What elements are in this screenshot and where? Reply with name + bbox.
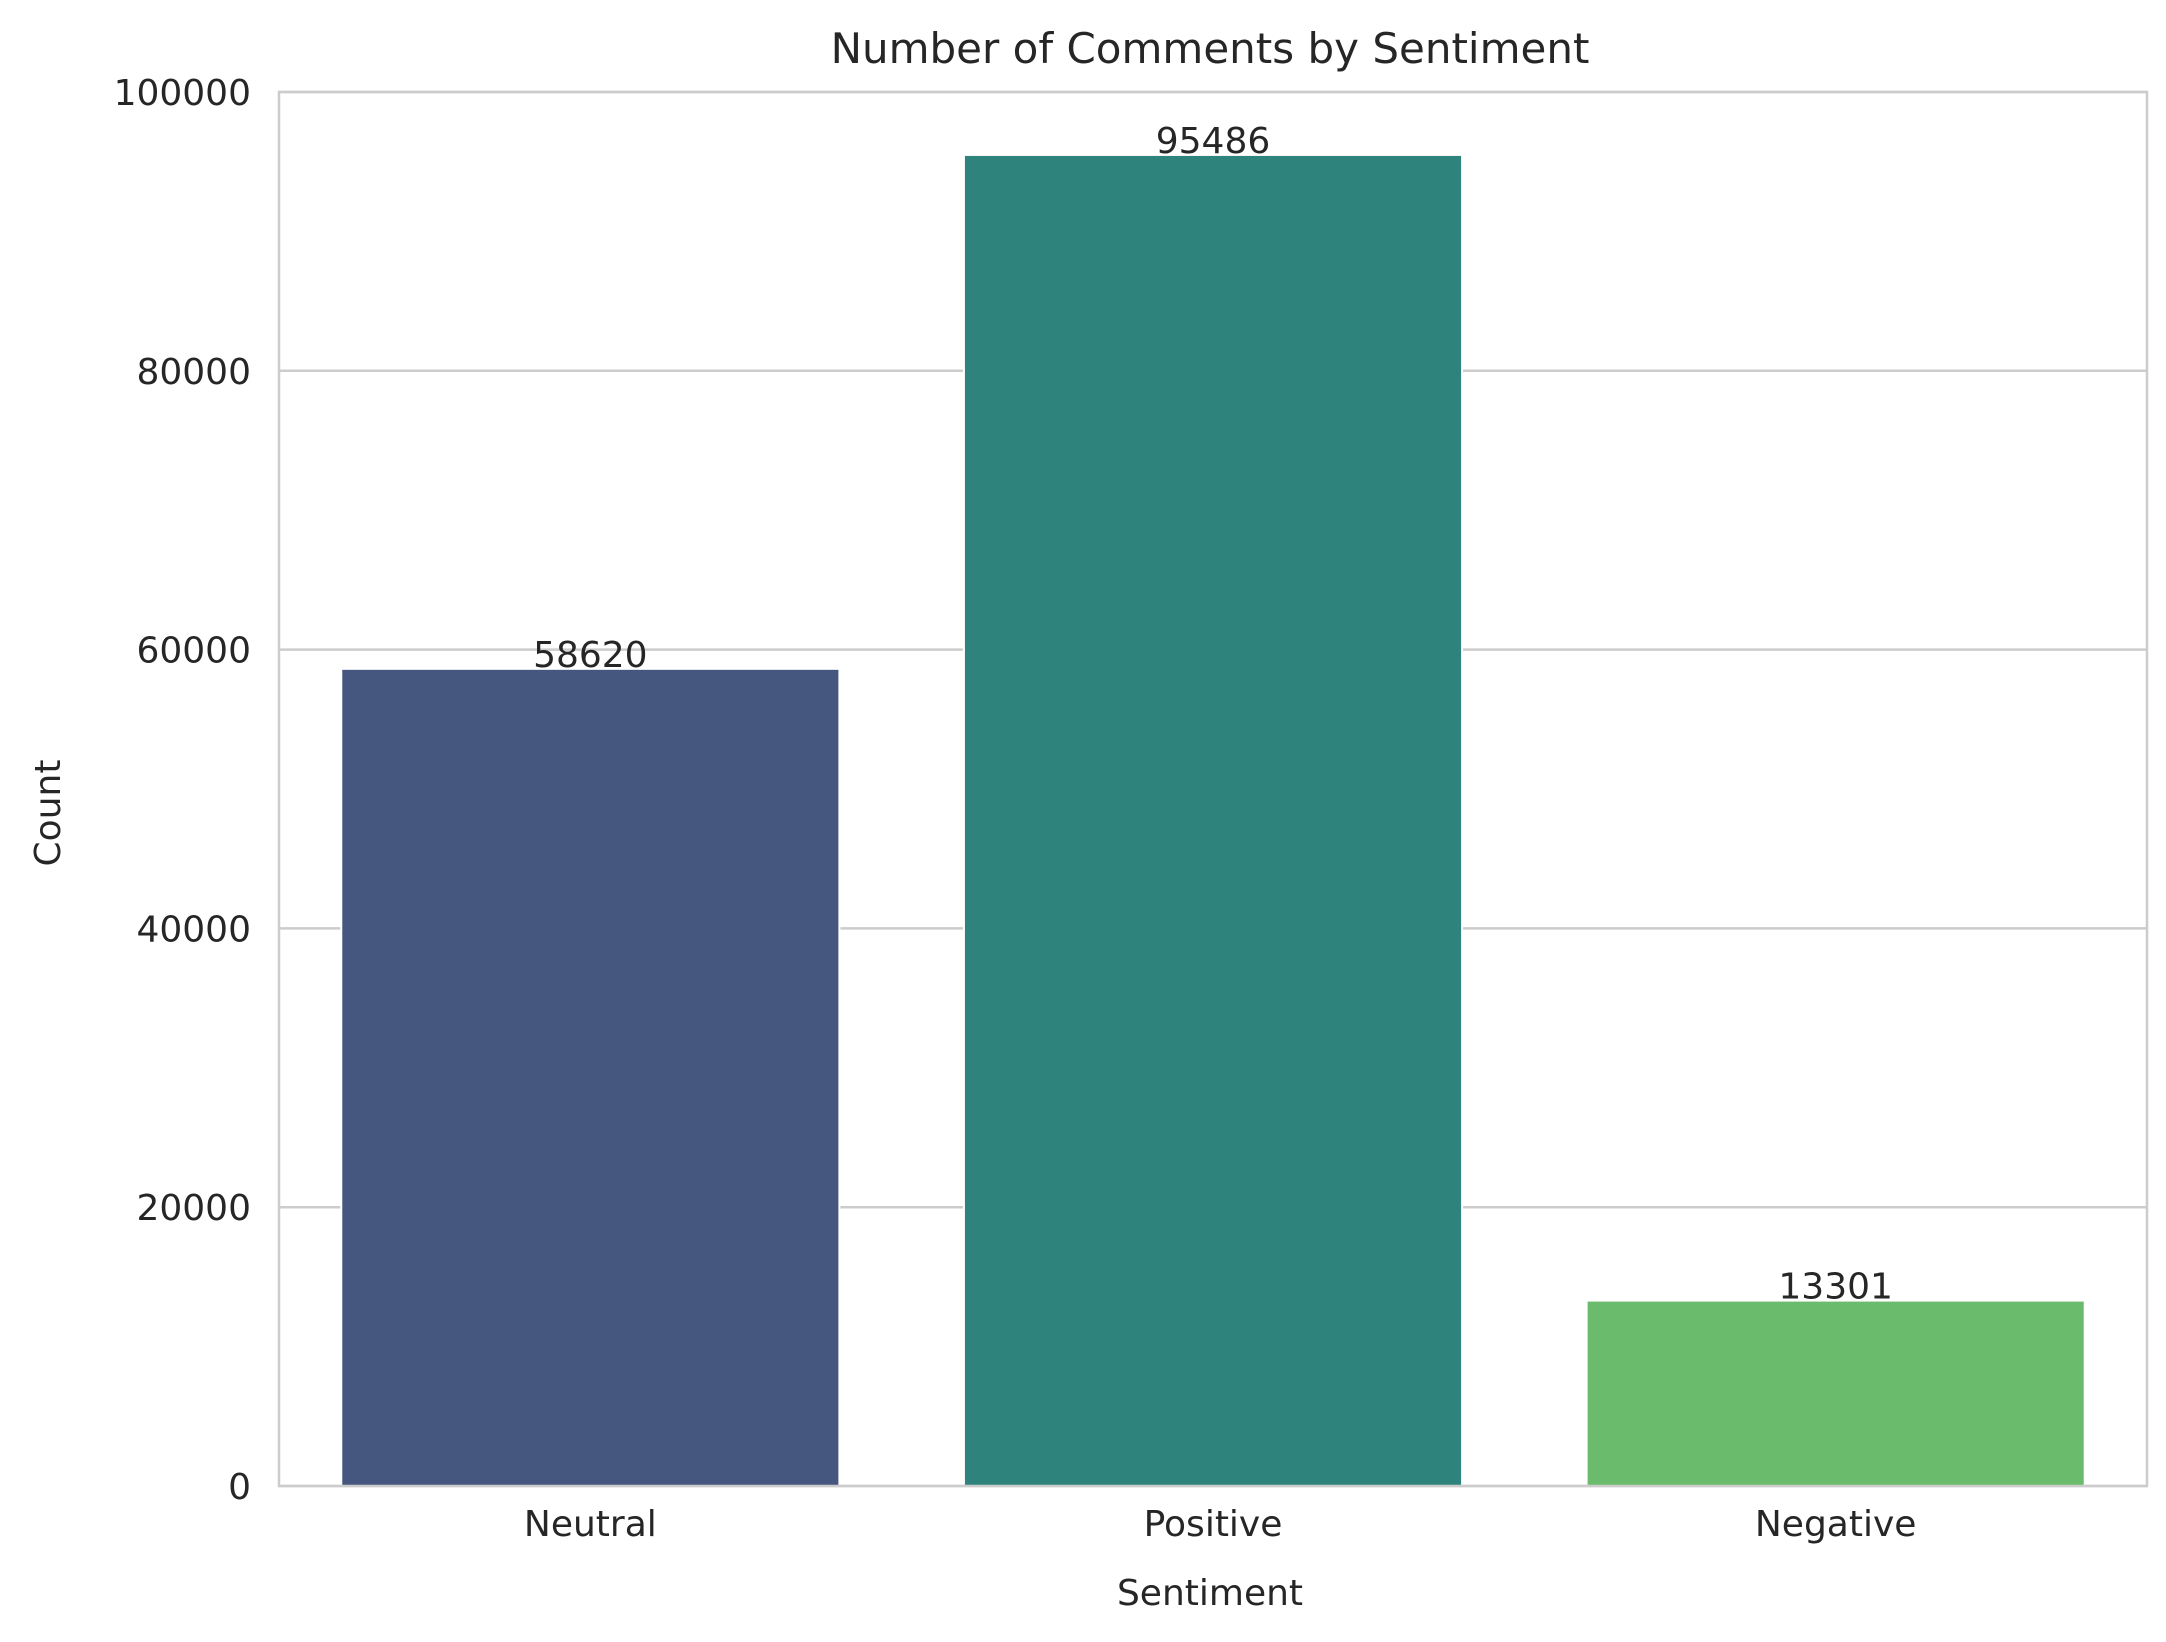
- x-tick-labels: Neutral Positive Negative: [524, 1504, 1917, 1545]
- y-axis-label: Count: [28, 760, 69, 867]
- y-tick-label: 0: [228, 1467, 251, 1508]
- bar-neutral: [340, 667, 841, 1487]
- data-label: 13301: [1778, 1267, 1893, 1308]
- x-axis-label: Sentiment: [1117, 1573, 1303, 1614]
- x-tick-label: Negative: [1755, 1504, 1917, 1545]
- plot-frame: [277, 90, 2149, 1488]
- y-tick-labels: 0 20000 40000 60000 80000 100000: [114, 73, 251, 1508]
- bars: [340, 153, 2086, 1488]
- data-label: 58620: [533, 635, 648, 676]
- data-label: 95486: [1156, 121, 1271, 162]
- chart-title: Number of Comments by Sentiment: [831, 24, 1590, 73]
- y-tick-label: 80000: [136, 352, 251, 393]
- x-tick-label: Positive: [1144, 1504, 1283, 1545]
- bar-positive: [962, 153, 1464, 1487]
- data-labels: 58620 95486 13301: [533, 121, 1893, 1308]
- x-tick-label: Neutral: [524, 1504, 657, 1545]
- y-tick-label: 40000: [136, 909, 251, 950]
- y-tick-label: 20000: [136, 1188, 251, 1229]
- bar-negative: [1585, 1299, 2086, 1488]
- y-tick-label: 60000: [136, 631, 251, 672]
- y-tick-label: 100000: [114, 73, 251, 114]
